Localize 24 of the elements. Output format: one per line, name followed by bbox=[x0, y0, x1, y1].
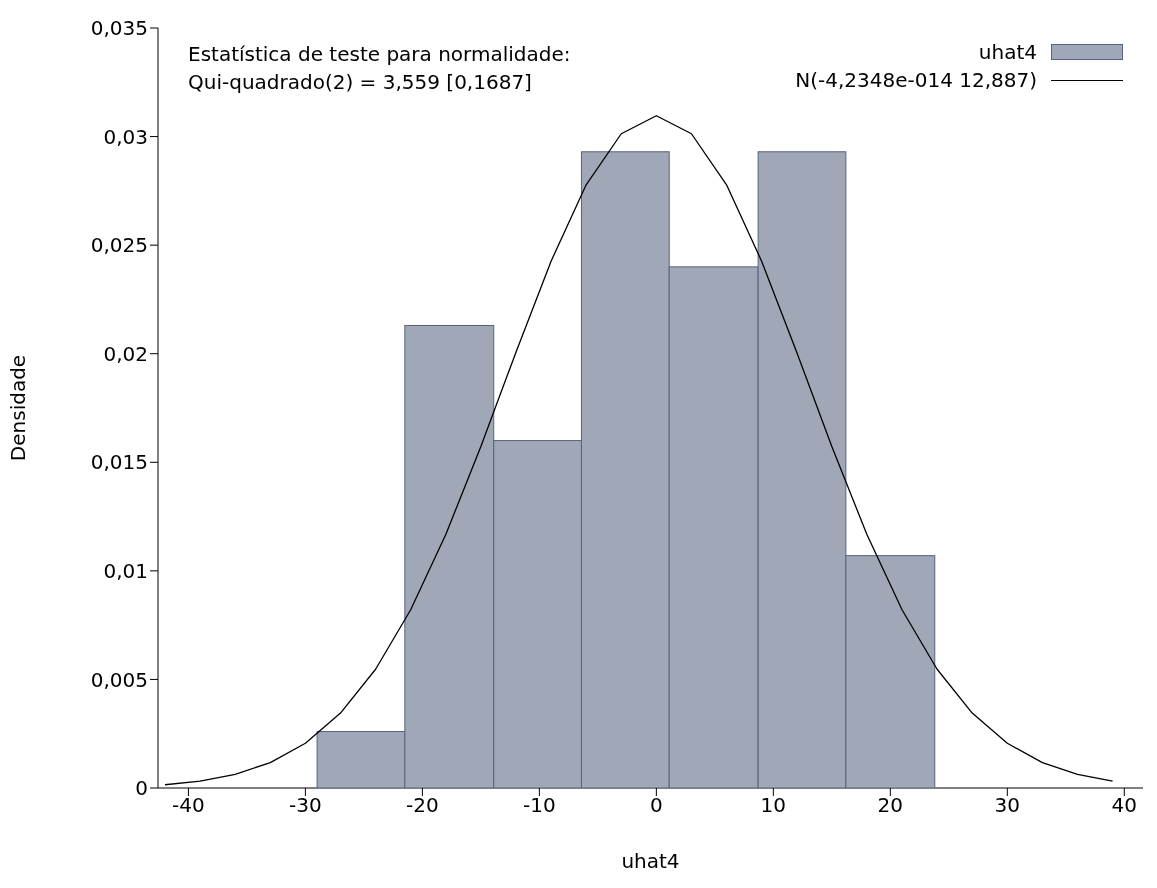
y-tick-label: 0,015 bbox=[90, 450, 148, 475]
x-tick-label: -30 bbox=[289, 793, 322, 818]
x-tick-label: -20 bbox=[406, 793, 439, 818]
x-axis-title: uhat4 bbox=[621, 849, 680, 873]
x-tick-label: -40 bbox=[172, 793, 205, 818]
x-tick-label: -10 bbox=[523, 793, 556, 818]
legend-label: uhat4 bbox=[978, 40, 1037, 64]
legend-label: N(-4,2348e-014 12,887) bbox=[795, 68, 1037, 92]
annotation: Qui-quadrado(2) = 3,559 [0,1687] bbox=[188, 69, 533, 96]
line-series bbox=[164, 115, 1114, 786]
x-tick-label: 20 bbox=[877, 793, 904, 818]
y-tick-label: 0,01 bbox=[103, 558, 148, 583]
x-tick-label: 40 bbox=[1111, 793, 1138, 818]
x-tick-label: 10 bbox=[760, 793, 787, 818]
y-tick-label: 0,02 bbox=[103, 341, 148, 366]
y-tick-label: 0 bbox=[135, 776, 148, 801]
y-tick-label: 0,03 bbox=[103, 124, 148, 149]
annotation: Estatística de teste para normalidade: bbox=[188, 41, 571, 68]
x-tick-label: 30 bbox=[994, 793, 1021, 818]
y-tick-label: 0,035 bbox=[90, 16, 148, 41]
y-axis-title: Densidade bbox=[6, 354, 31, 462]
y-tick-label: 0,005 bbox=[90, 667, 148, 692]
y-tick-label: 0,025 bbox=[90, 233, 148, 258]
x-tick-label: 0 bbox=[649, 793, 663, 818]
